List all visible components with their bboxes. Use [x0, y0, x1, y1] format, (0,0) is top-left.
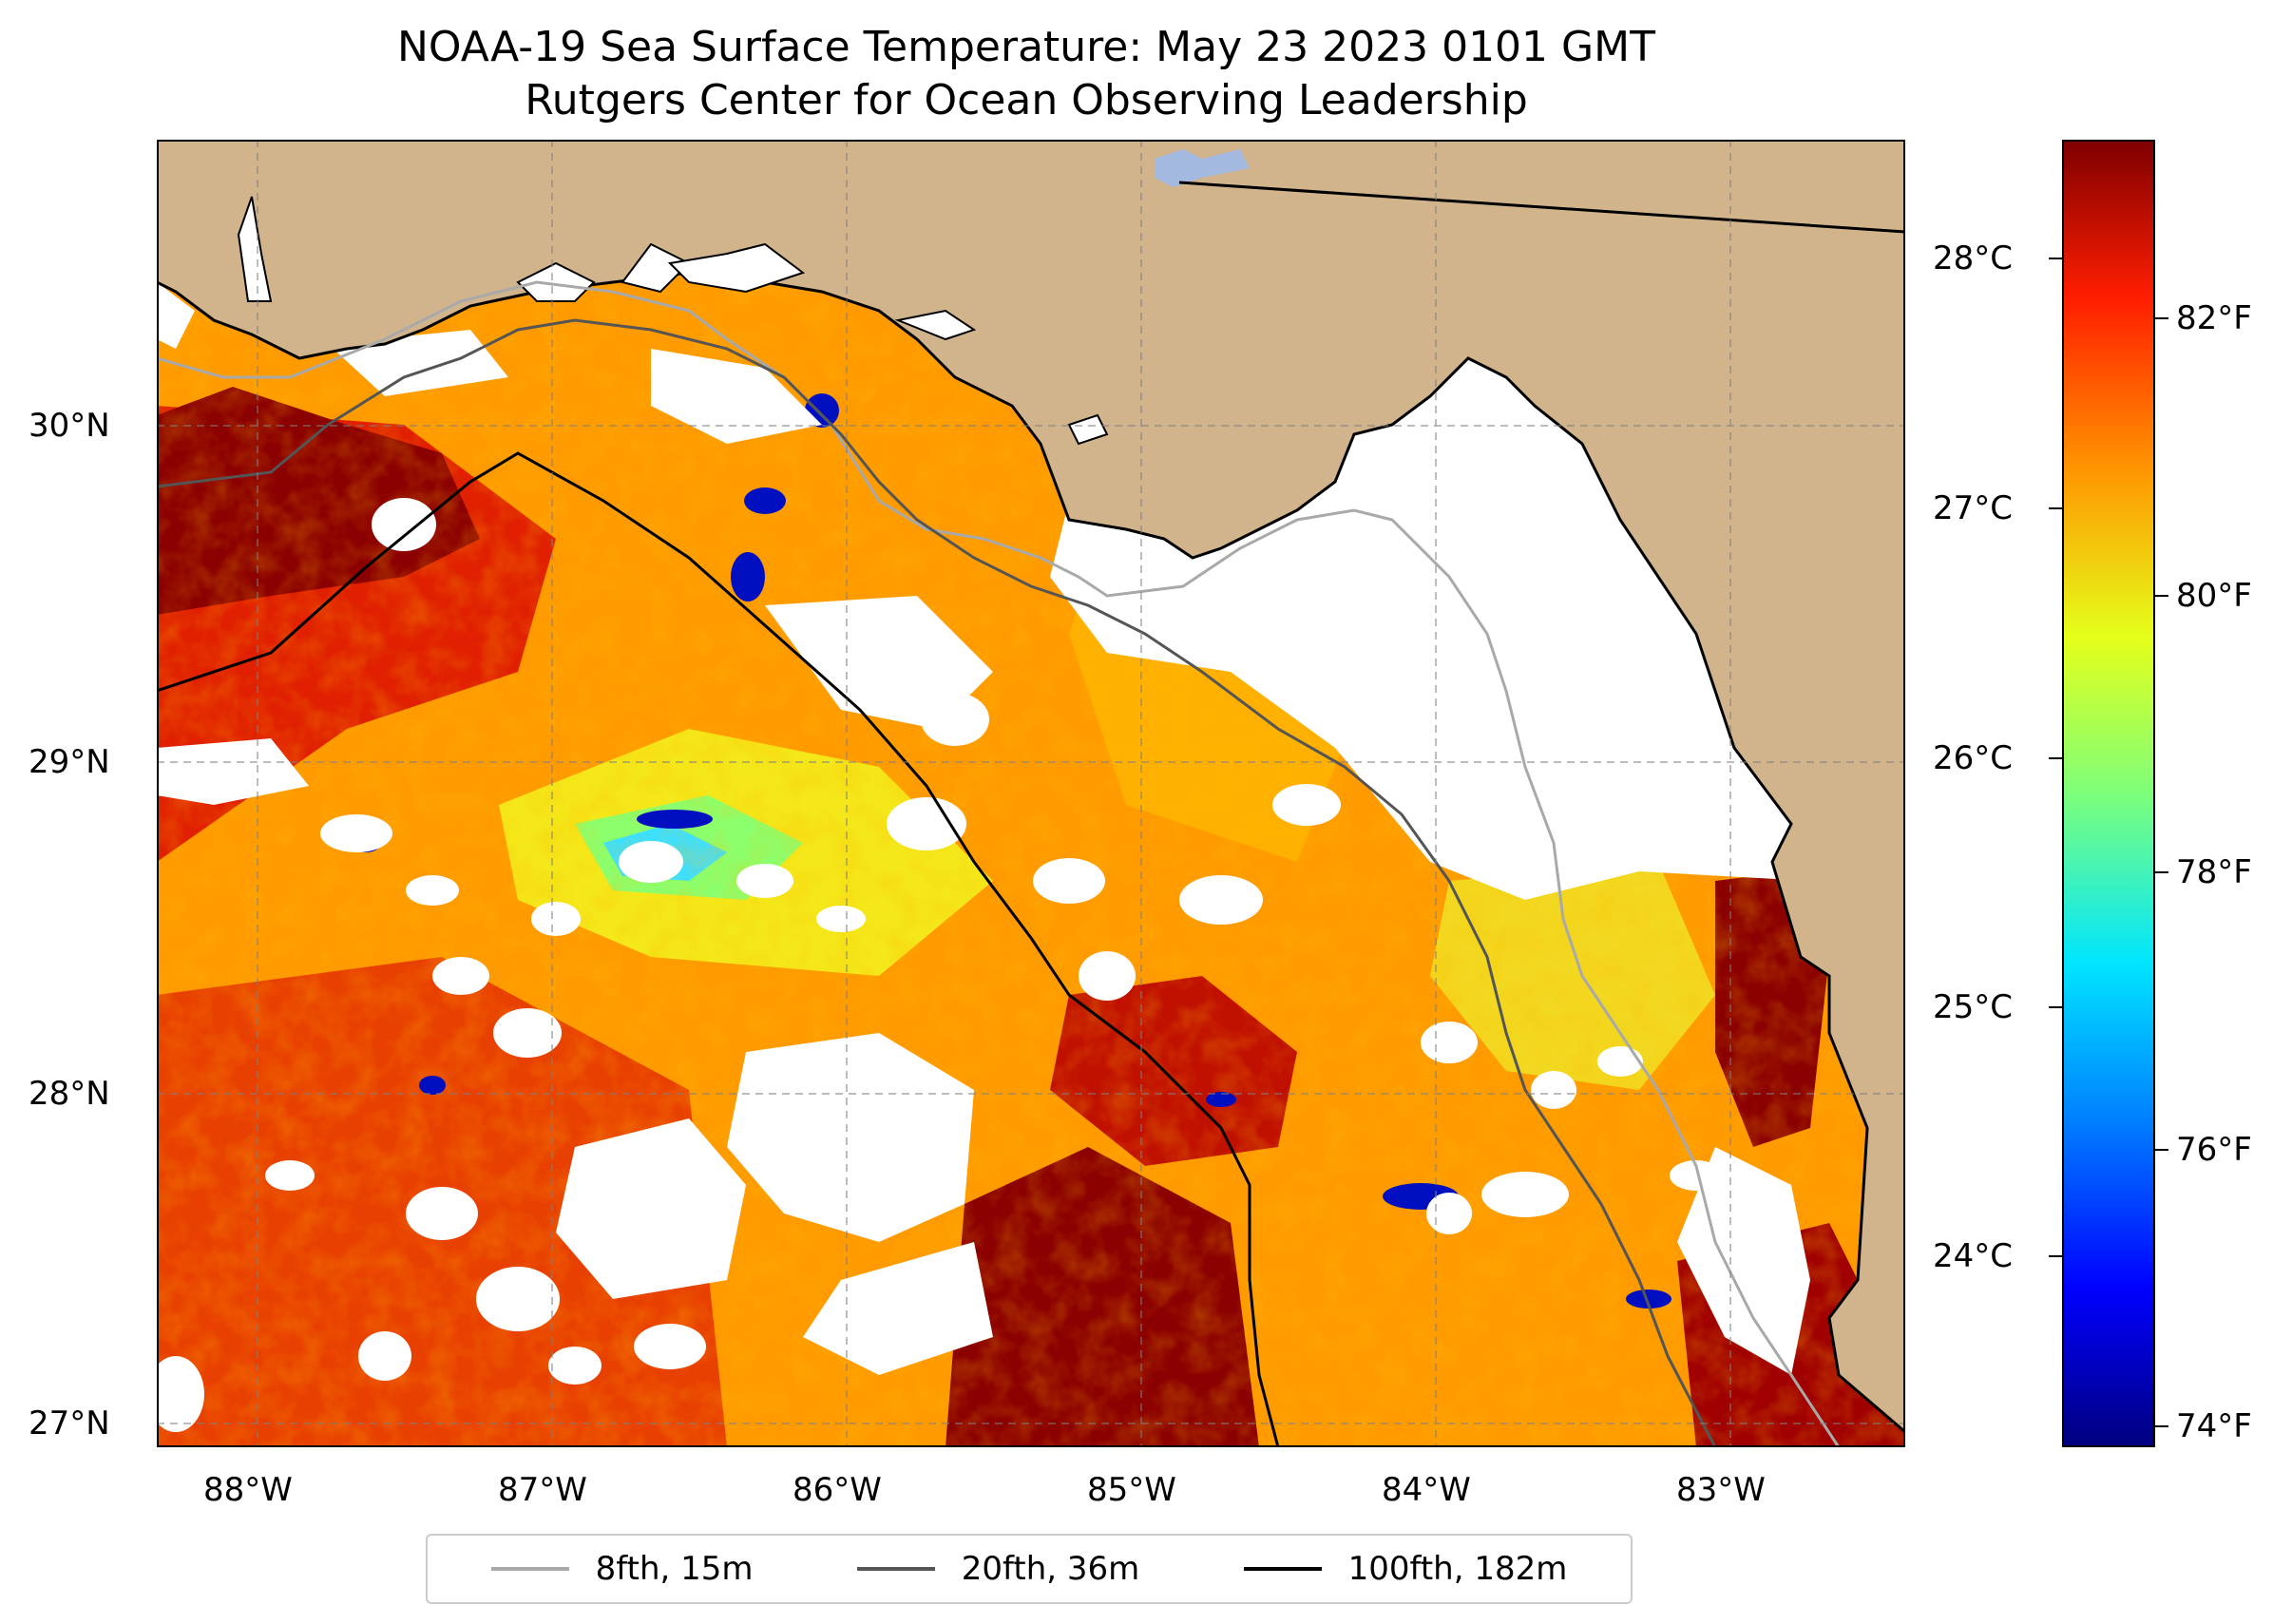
lon-label-85w: 85°W — [1087, 1471, 1176, 1509]
fahrenheit-tick-76 — [2155, 1149, 2168, 1151]
map-panel[interactable] — [157, 140, 1905, 1447]
colorbar — [2062, 140, 2155, 1447]
contour-15m — [157, 280, 1841, 1447]
fahrenheit-tick-74 — [2155, 1425, 2168, 1427]
fahrenheit-tick-82 — [2155, 317, 2168, 319]
map-canvas[interactable] — [157, 140, 1905, 1447]
lon-label-84w: 84°W — [1382, 1471, 1471, 1509]
fahrenheit-label-76: 76°F — [2176, 1131, 2252, 1169]
title-line-1: NOAA-19 Sea Surface Temperature: May 23 … — [397, 23, 1655, 71]
legend-label-182m: 100fth, 182m — [1347, 1550, 1568, 1588]
celsius-tick-25 — [2049, 1006, 2062, 1008]
legend-item-15m: 8fth, 15m — [490, 1550, 754, 1588]
celsius-label-27: 27°C — [1933, 489, 2014, 527]
graticule — [157, 140, 1905, 1447]
fahrenheit-label-78: 78°F — [2176, 853, 2252, 891]
lat-label-28n: 28°N — [29, 1075, 110, 1113]
estuaries — [237, 196, 1109, 446]
celsius-tick-26 — [2049, 757, 2062, 759]
contour-182m — [157, 451, 1280, 1447]
celsius-label-24: 24°C — [1933, 1237, 2014, 1275]
lon-label-88w: 88°W — [203, 1471, 293, 1509]
fahrenheit-label-80: 80°F — [2176, 577, 2252, 615]
legend-swatch-182m — [1243, 1567, 1322, 1571]
contour-36m — [157, 318, 1717, 1447]
celsius-label-26: 26°C — [1933, 739, 2014, 777]
fahrenheit-tick-78 — [2155, 871, 2168, 873]
celsius-tick-28 — [2049, 258, 2062, 259]
legend-swatch-36m — [856, 1567, 935, 1571]
land-mass — [157, 140, 1905, 1434]
lon-label-86w: 86°W — [793, 1471, 882, 1509]
chart-title: NOAA-19 Sea Surface Temperature: May 23 … — [152, 21, 1900, 127]
celsius-label-25: 25°C — [1933, 988, 2014, 1026]
lon-label-87w: 87°W — [498, 1471, 587, 1509]
state-border — [1178, 181, 1905, 234]
legend-label-15m: 8fth, 15m — [595, 1550, 754, 1588]
legend-label-36m: 20fth, 36m — [961, 1550, 1140, 1588]
title-line-2: Rutgers Center for Ocean Observing Leade… — [525, 76, 1528, 124]
map-border — [157, 140, 1905, 1447]
lat-label-27n: 27°N — [29, 1404, 110, 1442]
celsius-tick-27 — [2049, 507, 2062, 509]
celsius-tick-24 — [2049, 1255, 2062, 1257]
lat-label-29n: 29°N — [29, 743, 110, 781]
fahrenheit-label-82: 82°F — [2176, 299, 2252, 337]
contour-legend: 8fth, 15m 20fth, 36m 100fth, 182m — [426, 1534, 1633, 1604]
celsius-label-28: 28°C — [1933, 239, 2014, 277]
legend-item-182m: 100fth, 182m — [1243, 1550, 1568, 1588]
fahrenheit-label-74: 74°F — [2176, 1407, 2252, 1445]
legend-swatch-15m — [490, 1567, 569, 1571]
legend-item-36m: 20fth, 36m — [856, 1550, 1140, 1588]
lake — [1155, 149, 1250, 187]
lat-label-30n: 30°N — [29, 407, 110, 445]
fahrenheit-tick-80 — [2155, 595, 2168, 597]
lon-label-83w: 83°W — [1676, 1471, 1766, 1509]
